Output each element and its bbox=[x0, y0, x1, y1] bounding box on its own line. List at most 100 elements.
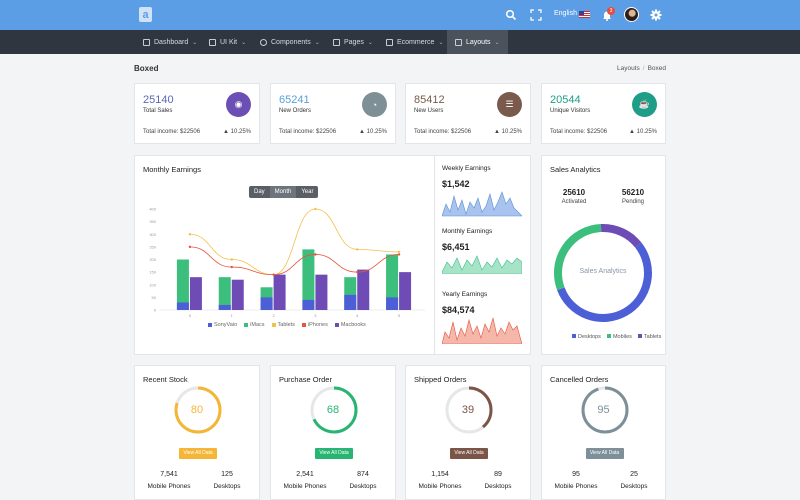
activated-value: 25610 bbox=[562, 188, 586, 197]
nav-label: UI Kit bbox=[220, 38, 238, 46]
range-month-button[interactable]: Month bbox=[269, 186, 297, 198]
legend-item[interactable]: iMacs bbox=[244, 322, 265, 328]
yearly-earnings-title: Yearly Earnings bbox=[442, 291, 488, 298]
mobile-phones-label: Mobile Phones bbox=[554, 483, 598, 490]
order-card: Shipped Orders 39 View All Data 1,154 Mo… bbox=[405, 365, 531, 500]
x-tick-label: 2 bbox=[272, 313, 275, 318]
legend-item[interactable]: SonyVaio bbox=[208, 322, 237, 328]
chevron-down-icon: ⌄ bbox=[367, 39, 373, 46]
bar-sonyvaio bbox=[386, 297, 399, 310]
point-tablets bbox=[397, 250, 401, 254]
bar-macbooks bbox=[357, 269, 370, 310]
point-tablets bbox=[314, 207, 317, 211]
order-card: Recent Stock 80 View All Data 7,541 Mobi… bbox=[134, 365, 260, 500]
yearly-earnings-sparkline bbox=[442, 317, 522, 344]
stat-card-new-users: 85412 New Users ☰ Total income: $22506 ▲… bbox=[405, 83, 531, 144]
legend-item[interactable]: Desktops bbox=[572, 334, 601, 340]
mobile-phones-label: Mobile Phones bbox=[418, 483, 462, 490]
language-selector[interactable]: English bbox=[554, 10, 577, 17]
legend-item[interactable]: Tablets bbox=[637, 334, 661, 340]
fullscreen-icon[interactable] bbox=[530, 9, 542, 21]
nav-components[interactable]: Components ⌄ bbox=[260, 30, 320, 54]
stat-percent: ▲ 10.25% bbox=[494, 129, 522, 135]
mobile-phones-count: 95 bbox=[572, 471, 580, 478]
point-tablets bbox=[188, 233, 192, 236]
pending-value: 56210 bbox=[621, 188, 645, 197]
chart-legend: SonyVaio iMacs Tablets iPhones Macbooks bbox=[208, 322, 366, 328]
x-tick-label: 0 bbox=[189, 313, 192, 318]
line-iphones bbox=[189, 246, 400, 276]
nav-label: Dashboard bbox=[154, 38, 189, 46]
legend-item[interactable]: iPhones bbox=[301, 322, 328, 328]
desktops-count: 25 bbox=[630, 471, 638, 478]
app-logo[interactable]: a bbox=[139, 7, 152, 22]
monthly-earnings-chart: 0 50 100 150 200 250 300 350 400 0 1 2 3 4 5 bbox=[149, 207, 425, 318]
view-all-data-button[interactable]: View All Data bbox=[315, 448, 353, 459]
progress-ring bbox=[581, 386, 628, 434]
sales-analytics-donut bbox=[554, 224, 652, 322]
legend-item[interactable]: Macbooks bbox=[334, 322, 366, 328]
stat-label: Unique Visitors bbox=[550, 108, 591, 114]
point-tablets bbox=[230, 258, 233, 261]
monthly-earnings-mini-title: Monthly Earnings bbox=[442, 228, 493, 235]
nav-layouts[interactable]: Layouts ⌄ bbox=[447, 30, 508, 54]
dashboard-icon bbox=[143, 38, 150, 46]
donut-slice-tablets bbox=[600, 224, 642, 248]
stat-income: Total income: $22506 bbox=[279, 129, 337, 135]
bar-sonyvaio bbox=[176, 302, 189, 310]
view-all-data-button[interactable]: View All Data bbox=[450, 448, 488, 459]
range-toggle: Day Month Year bbox=[249, 186, 319, 198]
nav-ecommerce[interactable]: Ecommerce ⌄ bbox=[386, 30, 443, 54]
bar-sonyvaio bbox=[344, 294, 357, 310]
avatar[interactable] bbox=[624, 7, 639, 22]
divider bbox=[434, 156, 435, 354]
x-tick-label: 5 bbox=[398, 313, 401, 318]
bar-macbooks bbox=[189, 277, 202, 310]
view-all-data-button[interactable]: View All Data bbox=[585, 448, 624, 459]
components-icon bbox=[260, 38, 267, 46]
mobile-phones-count: 7,541 bbox=[160, 471, 178, 478]
progress-ring bbox=[445, 386, 493, 434]
view-all-data-button[interactable]: View All Data bbox=[179, 448, 217, 459]
main-nav: Dashboard ⌄ UI Kit ⌄ Components ⌄ Pages … bbox=[0, 30, 800, 54]
weekly-earnings-value: $1,542 bbox=[442, 179, 470, 189]
stat-card-total-sales: 25140 Total Sales ◉ Total income: $22506… bbox=[134, 83, 260, 144]
progress-value: 68 bbox=[326, 404, 340, 416]
nav-pages[interactable]: Pages ⌄ bbox=[333, 30, 373, 54]
progress-ring bbox=[310, 386, 358, 434]
nav-ui-kit[interactable]: UI Kit ⌄ bbox=[209, 30, 246, 54]
range-year-button[interactable]: Year bbox=[301, 189, 314, 195]
weekly-earnings-sparkline bbox=[442, 191, 522, 217]
mobile-phones-count: 1,154 bbox=[431, 471, 449, 478]
point-iphones bbox=[188, 245, 192, 249]
top-bar: a English 3 bbox=[0, 0, 800, 30]
bar-imacs bbox=[176, 259, 189, 310]
range-day-button[interactable]: Day bbox=[254, 189, 265, 195]
gear-icon[interactable] bbox=[650, 9, 662, 21]
y-tick-label: 350 bbox=[149, 219, 156, 224]
stat-value: 20544 bbox=[550, 94, 581, 106]
search-icon[interactable] bbox=[505, 9, 517, 21]
legend-item[interactable]: Tablets bbox=[271, 322, 295, 328]
desktops-label: Desktops bbox=[349, 483, 377, 490]
monthly-earnings-mini-value: $6,451 bbox=[442, 242, 470, 252]
desktops-count: 874 bbox=[357, 471, 369, 478]
order-card: Purchase Order 68 View All Data 2,541 Mo… bbox=[270, 365, 396, 500]
chevron-down-icon: ⌄ bbox=[192, 39, 198, 46]
monthly-earnings-sparkline bbox=[442, 255, 522, 274]
legend-item[interactable]: Mobiles bbox=[606, 334, 632, 340]
bar-macbooks bbox=[231, 279, 244, 310]
bar-imacs bbox=[302, 249, 315, 310]
progress-value: 39 bbox=[461, 404, 475, 416]
point-iphones bbox=[314, 253, 317, 256]
breadcrumb: Layouts / Boxed bbox=[616, 65, 666, 72]
notification-badge: 3 bbox=[607, 7, 615, 15]
y-tick-label: 300 bbox=[149, 232, 156, 237]
nav-dashboard[interactable]: Dashboard ⌄ bbox=[143, 30, 197, 54]
breadcrumb-layouts[interactable]: Layouts bbox=[616, 65, 640, 72]
bar-sonyvaio bbox=[218, 304, 231, 310]
mobile-phones-count: 2,541 bbox=[296, 471, 314, 478]
card-title: Shipped Orders bbox=[414, 375, 467, 384]
pending-label: Pending bbox=[621, 199, 645, 205]
nav-label: Pages bbox=[344, 38, 364, 46]
